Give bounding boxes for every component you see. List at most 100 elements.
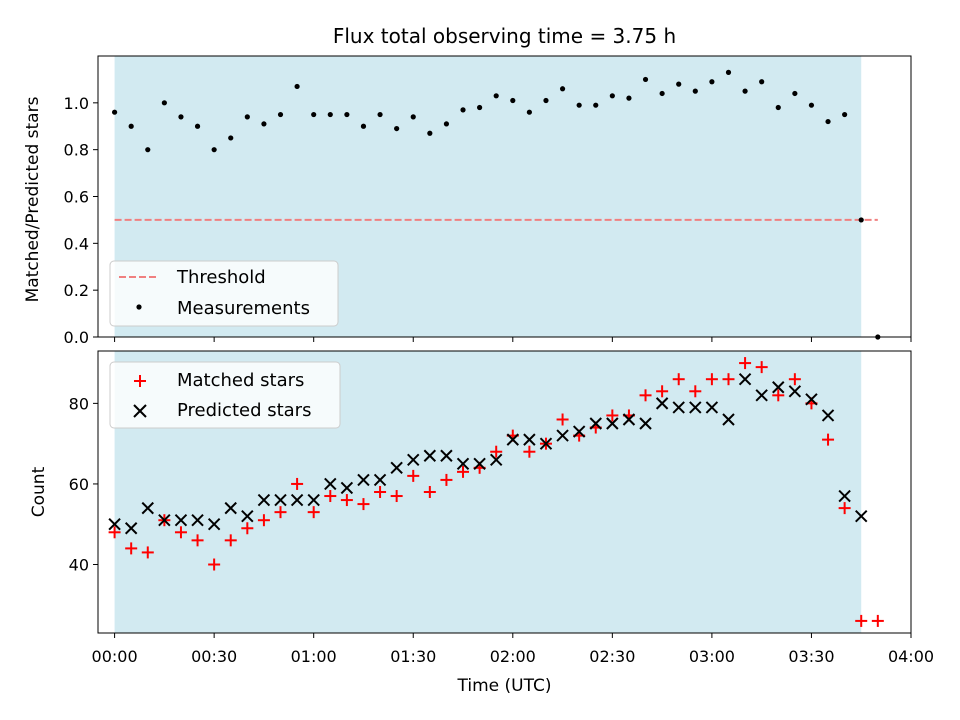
- x-tick-label: 02:30: [589, 647, 635, 666]
- measurement-point: [311, 111, 317, 118]
- predicted-star-point: [124, 522, 138, 535]
- matched-star-point: [656, 385, 669, 398]
- measurement-point: [493, 93, 499, 99]
- predicted-star-point: [639, 417, 652, 430]
- predicted-star-point: [606, 417, 619, 430]
- measurement-point: [477, 104, 483, 111]
- measurement-point: [145, 147, 151, 153]
- x-tick-label: 04:00: [888, 647, 934, 666]
- measurement-point: [543, 97, 549, 104]
- predicted-star-point: [589, 417, 602, 430]
- matched-star-point: [838, 502, 851, 515]
- predicted-star-point: [158, 513, 171, 527]
- matched-star-point: [440, 473, 453, 486]
- matched-star-point: [755, 361, 768, 374]
- measurement-point: [676, 81, 682, 87]
- predicted-star-point: [440, 449, 453, 462]
- measurement-point: [443, 121, 450, 127]
- predicted-star-point: [705, 401, 719, 414]
- predicted-star-point: [290, 493, 304, 507]
- top-panel: 0.0 0.2 0.4 0.6 0.8 1.0 Flux total observing …: [23, 24, 912, 347]
- predicted-star-point: [838, 489, 851, 503]
- top-y-tick-label: 0.8: [64, 141, 89, 160]
- matched-star-point: [191, 534, 204, 547]
- top-y-tick-label: 1.0: [64, 94, 89, 113]
- predicted-star-point: [722, 413, 735, 426]
- predicted-star-point: [489, 453, 503, 466]
- predicted-star-point: [572, 425, 586, 438]
- measurement-point: [842, 111, 848, 118]
- predicted-star-point: [257, 493, 271, 507]
- measurement-point: [692, 88, 698, 94]
- matched-star-point: [772, 389, 785, 402]
- x-axis-label: Time (UTC): [457, 676, 552, 696]
- matched-star-point: [390, 490, 403, 503]
- matched-star-point: [788, 373, 801, 386]
- measurement-point: [394, 125, 400, 132]
- predicted-star-point: [672, 401, 685, 414]
- bottom-y-tick-label: 60: [69, 475, 89, 494]
- measurement-point: [659, 90, 665, 97]
- bottom-legend: Matched stars Predicted stars: [109, 361, 341, 429]
- measurement-point: [759, 79, 765, 85]
- top-y-tick-label: 0.6: [64, 188, 89, 207]
- measurement-point: [410, 114, 416, 120]
- matched-stars-legend-swatch: [134, 375, 146, 387]
- measurement-point: [377, 111, 383, 118]
- predicted-star-point: [788, 385, 802, 398]
- matched-star-point: [871, 614, 884, 627]
- x-tick-label: 02:00: [490, 647, 536, 666]
- predicted-star-point: [407, 453, 420, 466]
- measurement-point: [161, 100, 167, 106]
- matched-star-point: [672, 373, 685, 386]
- x-tick-label: 03:30: [788, 647, 834, 666]
- predicted-star-point: [423, 449, 437, 462]
- predicted-stars-points: [108, 372, 868, 535]
- x-tick-label: 01:30: [390, 647, 436, 666]
- bottom-y-tick-label: 80: [69, 394, 89, 413]
- matched-star-point: [556, 413, 569, 426]
- measurement-point: [626, 95, 632, 101]
- measurement-point: [725, 69, 732, 75]
- matched-star-point: [274, 506, 287, 519]
- measurement-point: [775, 104, 781, 111]
- predicted-star-point: [390, 461, 403, 475]
- measurement-point: [460, 107, 466, 113]
- matched-star-point: [108, 526, 121, 539]
- measurement-point: [609, 93, 615, 99]
- predicted-star-point: [357, 473, 370, 487]
- measurements-legend-label: Measurements: [177, 298, 310, 319]
- measurement-point: [808, 102, 815, 108]
- measurement-point: [111, 109, 118, 115]
- top-y-ticks: 0.0 0.2 0.4 0.6 0.8 1.0: [64, 94, 98, 347]
- bottom-y-ticks: 40 60 80: [69, 394, 98, 575]
- measurements-legend-swatch: [136, 304, 142, 310]
- top-y-tick-label: 0.0: [64, 328, 89, 347]
- matched-star-point: [374, 486, 387, 498]
- matched-star-point: [822, 433, 835, 446]
- matched-star-point: [125, 542, 138, 555]
- predicted-star-point: [772, 381, 785, 394]
- matched-star-point: [407, 469, 420, 482]
- measurement-point: [178, 114, 184, 120]
- chart-title: Flux total observing time = 3.75 h: [333, 24, 676, 48]
- matched-star-point: [141, 546, 154, 559]
- matched-star-point: [705, 373, 718, 386]
- matched-star-point: [855, 614, 868, 627]
- matched-star-point: [722, 373, 735, 386]
- bottom-axes-frame: [97, 350, 912, 634]
- measurement-point: [211, 147, 217, 153]
- matched-star-point: [241, 522, 254, 535]
- predicted-stars-legend-swatch: [133, 404, 147, 418]
- matched-star-point: [340, 494, 353, 507]
- matched-star-point: [490, 445, 503, 458]
- x-tick-label: 01:00: [291, 647, 337, 666]
- measurement-point: [427, 130, 433, 136]
- measurement-point: [228, 135, 234, 141]
- top-y-axis-label: Matched/Predicted stars: [23, 96, 43, 302]
- matched-star-point: [224, 534, 237, 547]
- measurement-point: [825, 118, 831, 125]
- matched-star-point: [423, 486, 436, 498]
- measurement-point: [128, 123, 134, 129]
- predicted-star-point: [473, 457, 486, 471]
